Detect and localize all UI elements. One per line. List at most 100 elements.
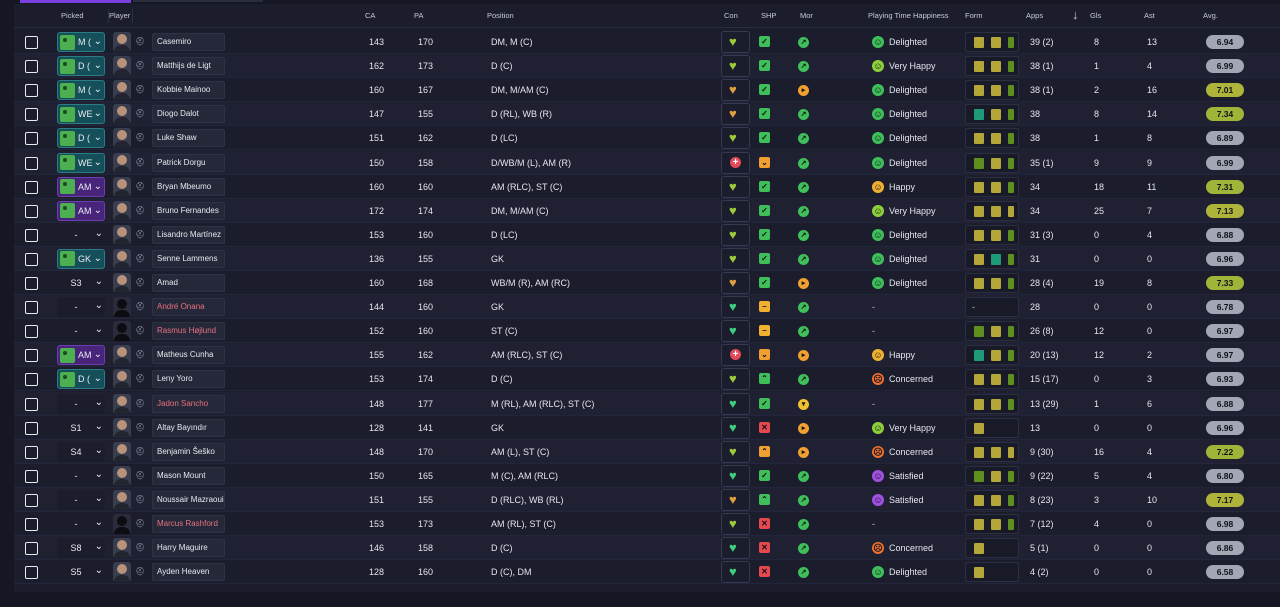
select-checkbox[interactable] [25,349,38,363]
picked-dropdown[interactable]: - ⌄ [57,489,105,510]
select-checkbox[interactable] [25,36,38,49]
player-name[interactable]: Kobbie Mainoo [152,81,225,100]
select-checkbox[interactable] [25,445,38,459]
table-row[interactable]: - ⌄ ⛑ Jadon Sancho 148 177 M (RL), AM (RLC), S… [14,391,1280,416]
player-profile-icon[interactable]: ⛑ [135,37,146,46]
form-cell[interactable] [965,489,1019,510]
header-apps[interactable]: Apps [1026,11,1044,20]
form-cell[interactable] [965,514,1019,534]
picked-dropdown[interactable]: S8 ⌄ [57,538,105,559]
player-profile-icon[interactable]: ⛑ [135,398,146,408]
player-profile-icon[interactable]: ⛑ [135,494,146,504]
player-avatar[interactable] [113,297,131,318]
player-profile-icon[interactable]: ⛑ [135,374,146,384]
player-avatar[interactable] [113,104,131,125]
form-cell[interactable] [965,441,1019,462]
player-name[interactable]: Harry Maguire [152,539,225,558]
player-name[interactable]: Bruno Fernandes [152,201,225,220]
player-name[interactable]: Matheus Cunha [152,346,225,365]
condition-cell[interactable]: ♥ [721,368,750,391]
form-cell[interactable]: - [965,297,1019,318]
player-avatar[interactable] [113,224,131,245]
player-avatar[interactable] [113,56,131,77]
picked-dropdown[interactable]: GK ⌄ [57,248,105,269]
picked-dropdown[interactable]: AM ⌄ [57,200,105,221]
select-checkbox[interactable] [25,132,38,146]
player-name[interactable]: Patrick Dorgu [152,153,225,172]
player-avatar[interactable] [113,176,131,197]
table-row[interactable]: - ⌄ ⛑ Marcus Rashford 153 173 AM (RL), ST (C) ♥… [14,512,1280,536]
select-checkbox[interactable] [25,84,38,98]
player-profile-icon[interactable]: ⛑ [135,422,146,432]
form-cell[interactable] [965,345,1019,366]
player-avatar[interactable] [113,128,131,149]
player-profile-icon[interactable]: ⛑ [135,85,146,95]
player-name[interactable]: Lisandro Martínez [152,225,225,244]
tab-inactive-indicator[interactable] [133,0,263,2]
player-avatar[interactable] [113,441,131,462]
select-checkbox[interactable] [25,252,38,266]
picked-dropdown[interactable]: - ⌄ [57,465,105,486]
form-cell[interactable] [965,562,1019,583]
table-row[interactable]: - ⌄ ⛑ Lisandro Martínez 153 160 D (LC) ♥ ✓ ↗ ☺ Deli… [14,223,1280,247]
player-avatar[interactable] [113,32,131,52]
condition-cell[interactable]: ♥ [721,223,750,246]
select-checkbox[interactable] [25,373,38,387]
form-cell[interactable] [965,465,1019,486]
player-avatar[interactable] [113,321,131,342]
form-cell[interactable] [965,321,1019,342]
form-cell[interactable] [965,56,1019,77]
player-profile-icon[interactable]: ⛑ [135,350,146,360]
player-avatar[interactable] [113,514,131,534]
form-cell[interactable] [965,369,1019,390]
condition-cell[interactable]: ♥ [721,488,750,511]
picked-dropdown[interactable]: S3 ⌄ [57,273,105,293]
picked-dropdown[interactable]: S5 ⌄ [57,562,105,583]
picked-dropdown[interactable]: D (⌄ [57,128,105,149]
select-checkbox[interactable] [25,108,38,122]
picked-dropdown[interactable]: D (⌄ [57,369,105,390]
player-avatar[interactable] [113,345,131,366]
player-name[interactable]: Bryan Mbeumo [152,177,225,196]
player-avatar[interactable] [113,369,131,390]
table-row[interactable]: - ⌄ ⛑ André Onana 144 160 GK ♥ – ↗ - -28 0 0 6.78 [14,295,1280,320]
form-cell[interactable] [965,224,1019,245]
player-avatar[interactable] [113,200,131,221]
player-profile-icon[interactable]: ⛑ [135,543,146,553]
arrow-down-icon[interactable]: ↓ [1072,7,1079,22]
select-checkbox[interactable] [25,469,38,483]
player-profile-icon[interactable]: ⛑ [135,229,146,239]
header-pa[interactable]: PA [414,11,424,20]
table-row[interactable]: S1 ⌄ ⛑ Altay Bayındır 128 141 GK ♥ ✕ ▸ ☺ Very Happy… [14,416,1280,440]
picked-dropdown[interactable]: S4 ⌄ [57,441,105,462]
condition-cell[interactable]: ♥ [721,513,750,535]
column-separator[interactable] [108,9,109,23]
player-name[interactable]: Diogo Dalot [152,105,225,124]
table-row[interactable]: D (⌄ ⛑ Leny Yoro 153 174 D (C) ♥ ⌃ ↗ ☹ Concerned 15… [14,367,1280,392]
table-row[interactable]: - ⌄ ⛑ Rasmus Højlund 152 160 ST (C) ♥ – ↗ -26 (8) 1… [14,319,1280,344]
form-cell[interactable] [965,273,1019,293]
condition-cell[interactable]: ♥ [721,320,750,343]
select-checkbox[interactable] [25,421,38,435]
picked-dropdown[interactable]: AM ⌄ [57,176,105,197]
player-avatar[interactable] [113,152,131,173]
condition-cell[interactable]: ♥ [721,537,750,560]
player-profile-icon[interactable]: ⛑ [135,157,146,167]
condition-cell[interactable]: ♥ [721,392,750,415]
header-position[interactable]: Position [487,11,514,20]
header-picked[interactable]: Picked [61,11,84,20]
player-name[interactable]: Ayden Heaven [152,563,225,582]
table-row[interactable]: AM ⌄ ⛑ Bryan Mbeumo 160 160 AM (RLC), ST (C) ♥ ✓… [14,175,1280,199]
picked-dropdown[interactable]: - ⌄ [57,514,105,534]
player-avatar[interactable] [113,393,131,414]
select-checkbox[interactable] [25,542,38,556]
select-checkbox[interactable] [25,301,38,315]
table-row[interactable]: - ⌄ ⛑ Mason Mount 150 165 M (C), AM (RLC) ♥ ✓ ↗ ☺ S… [14,464,1280,488]
form-cell[interactable] [965,417,1019,438]
condition-cell[interactable]: ♥ [721,440,750,463]
condition-cell[interactable]: ♥ [721,103,750,126]
player-profile-icon[interactable]: ⛑ [135,326,146,336]
form-cell[interactable] [965,200,1019,221]
player-name[interactable]: Altay Bayındır [152,418,225,437]
picked-dropdown[interactable]: - ⌄ [57,321,105,342]
